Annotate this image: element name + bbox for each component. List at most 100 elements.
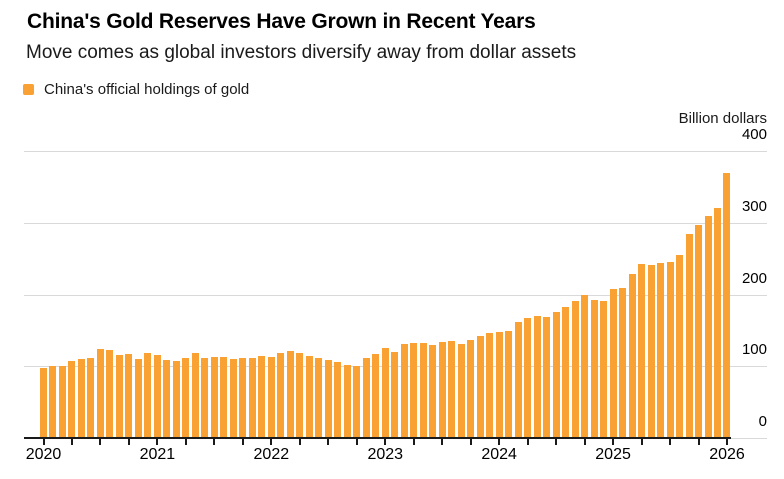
bar-2025-10	[695, 224, 703, 438]
x-tick	[156, 439, 159, 445]
bar-2024-02	[505, 331, 513, 438]
x-year-label-2025: 2025	[595, 446, 631, 463]
y-tick-label-0: 0	[758, 413, 767, 430]
x-tick	[612, 439, 615, 445]
bar-2020-01	[40, 367, 47, 438]
bar-2021-04	[182, 358, 190, 438]
bar-2024-04	[524, 318, 532, 438]
x-tick	[583, 439, 586, 445]
x-tick	[498, 439, 501, 445]
y-tick-label-200: 200	[741, 269, 767, 287]
bar-2020-02	[49, 365, 57, 438]
bar-2020-12	[144, 353, 152, 438]
x-tick	[355, 439, 358, 445]
x-tick	[327, 439, 330, 445]
bar-2025-03	[628, 273, 636, 438]
bar-2026-01	[723, 172, 731, 438]
legend: China's official holdings of gold	[23, 81, 249, 98]
bar-2025-08	[676, 255, 684, 438]
bar-2023-08	[448, 341, 456, 438]
x-year-label-2021: 2021	[139, 446, 176, 463]
x-tick	[42, 439, 45, 445]
gridline-400	[24, 151, 767, 152]
x-tick	[184, 439, 187, 445]
chart-subtitle: Move comes as global investors diversify…	[26, 42, 577, 63]
bar-2023-06	[429, 344, 437, 438]
bar-2024-10	[581, 295, 589, 438]
y-tick-label-300: 300	[741, 197, 767, 215]
bar-2021-09	[229, 359, 237, 438]
x-tick	[127, 439, 130, 445]
bar-2022-06	[315, 357, 323, 438]
bar-2023-01	[381, 348, 389, 438]
bar-2023-11	[476, 336, 484, 438]
bar-2020-07	[96, 349, 104, 438]
bar-2025-05	[647, 265, 655, 438]
x-tick	[669, 439, 672, 445]
x-year-label-2024: 2024	[481, 446, 517, 463]
bar-2020-06	[87, 357, 95, 438]
bar-2025-11	[704, 215, 712, 438]
bar-2022-12	[372, 354, 380, 438]
bar-2023-09	[457, 344, 465, 438]
bar-2022-05	[305, 356, 313, 438]
x-axis-line	[24, 437, 731, 439]
gridline-300	[24, 222, 767, 224]
bar-2024-01	[495, 331, 503, 438]
x-year-label-2022: 2022	[253, 446, 290, 463]
x-tick	[70, 439, 73, 445]
y-axis-unit-label: Billion dollars	[678, 110, 767, 127]
bar-2023-03	[400, 344, 408, 438]
bar-2021-11	[248, 358, 256, 438]
x-tick	[384, 439, 387, 445]
x-tick	[526, 439, 529, 445]
bar-2021-02	[163, 359, 171, 438]
bar-2024-07	[552, 312, 560, 438]
x-tick	[270, 439, 273, 445]
gridline-200	[24, 294, 767, 296]
bar-2023-02	[391, 351, 399, 438]
bar-2022-08	[334, 361, 342, 438]
bar-2023-07	[438, 341, 446, 438]
bar-2022-11	[362, 357, 370, 438]
bar-2021-05	[191, 352, 199, 438]
x-tick	[241, 439, 244, 445]
bar-2022-02	[277, 352, 285, 438]
bar-2024-05	[533, 316, 541, 438]
x-tick	[640, 439, 643, 445]
bar-2024-11	[590, 299, 598, 438]
bar-2023-12	[486, 332, 494, 438]
legend-swatch-icon	[23, 84, 34, 95]
bar-2020-11	[134, 359, 142, 438]
x-year-label-2020: 2020	[25, 446, 62, 463]
chart-title: China's Gold Reserves Have Grown in Rece…	[27, 10, 536, 33]
bar-2021-07	[210, 356, 218, 438]
x-tick	[99, 439, 102, 445]
bar-2024-08	[562, 307, 570, 438]
bar-2025-12	[714, 208, 721, 438]
bar-2022-01	[267, 356, 275, 438]
x-year-label-2023: 2023	[367, 446, 404, 463]
x-tick	[555, 439, 558, 445]
bar-2021-12	[258, 355, 266, 438]
x-tick	[213, 439, 216, 445]
bar-2024-09	[571, 300, 579, 438]
bar-2025-01	[609, 289, 617, 438]
bar-2025-09	[685, 233, 693, 438]
x-tick	[298, 439, 301, 445]
x-axis: 2020 2021 2022 2023 2024 2025 2026	[24, 438, 767, 478]
x-tick	[412, 439, 415, 445]
bar-2020-05	[77, 359, 85, 438]
bar-2020-10	[125, 354, 133, 438]
bar-2021-08	[220, 356, 228, 438]
bar-2021-06	[201, 358, 209, 438]
bar-2022-07	[324, 359, 332, 438]
bar-2022-09	[343, 364, 351, 438]
x-tick	[725, 439, 728, 445]
bar-2024-03	[514, 321, 522, 438]
bar-2021-10	[239, 357, 247, 438]
bar-2023-10	[467, 340, 475, 438]
bar-2025-02	[619, 288, 627, 438]
bar-2022-04	[296, 353, 304, 438]
bar-2022-10	[353, 366, 361, 438]
